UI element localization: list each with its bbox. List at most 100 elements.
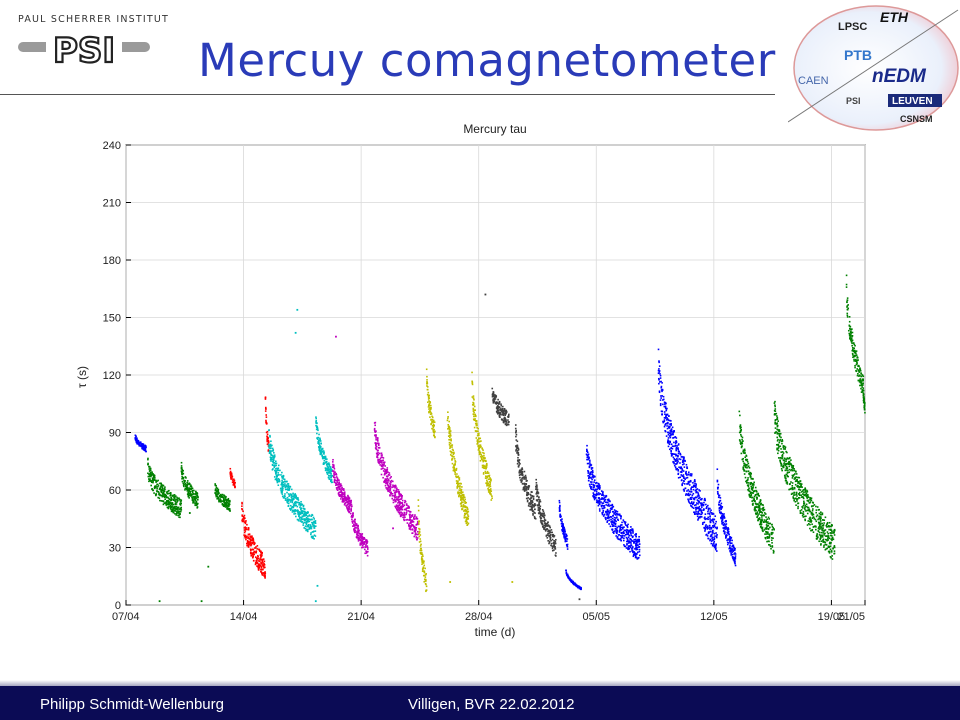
data-point — [452, 451, 455, 454]
data-point — [465, 501, 468, 504]
data-point — [188, 497, 190, 499]
data-point — [381, 463, 384, 466]
data-point — [698, 497, 700, 500]
data-point — [598, 510, 601, 512]
data-point — [704, 498, 706, 501]
data-point — [355, 527, 358, 529]
data-point — [421, 563, 423, 566]
data-point — [712, 513, 715, 515]
data-point — [402, 505, 405, 508]
data-point — [243, 529, 246, 531]
data-point — [504, 423, 507, 425]
data-point — [256, 548, 259, 550]
data-point — [342, 500, 344, 503]
data-point — [187, 483, 189, 485]
data-point — [384, 470, 387, 473]
data-point — [592, 495, 595, 498]
data-point — [712, 524, 714, 527]
data-point — [500, 409, 502, 412]
data-point — [664, 424, 666, 426]
data-point — [632, 551, 634, 554]
data-point — [638, 535, 640, 538]
data-point — [489, 477, 491, 479]
data-point — [538, 508, 541, 511]
data-point — [412, 524, 414, 527]
data-point — [479, 437, 482, 440]
data-point — [429, 407, 431, 409]
data-point — [399, 508, 402, 511]
data-point — [375, 445, 378, 448]
data-point — [228, 504, 230, 507]
data-point — [268, 445, 270, 448]
data-point — [554, 547, 556, 549]
data-point — [142, 443, 145, 446]
data-point — [676, 445, 678, 447]
data-point — [265, 431, 268, 434]
data-point — [685, 477, 688, 479]
data-point — [696, 515, 699, 518]
data-point — [667, 433, 670, 436]
data-point — [700, 510, 703, 513]
data-point — [338, 479, 340, 481]
data-point — [619, 534, 622, 537]
data-point — [496, 401, 498, 404]
data-point — [189, 487, 191, 490]
data-point — [175, 503, 178, 505]
data-point — [587, 453, 590, 456]
data-point — [635, 535, 637, 538]
data-point — [434, 435, 436, 438]
data-point — [631, 547, 634, 549]
data-point — [401, 505, 403, 507]
data-point — [326, 458, 328, 460]
data-point — [281, 493, 284, 495]
data-point — [601, 494, 603, 496]
data-point — [686, 474, 688, 476]
data-point — [397, 489, 400, 491]
data-point — [281, 486, 284, 488]
data-point — [142, 446, 145, 449]
data-point — [614, 519, 616, 521]
data-point — [306, 511, 309, 514]
data-point — [331, 466, 334, 468]
data-point — [193, 489, 195, 492]
data-point — [409, 511, 411, 513]
data-point — [274, 478, 277, 481]
data-point — [505, 424, 508, 427]
data-point — [141, 447, 143, 449]
data-point — [481, 448, 484, 450]
data-point — [348, 505, 350, 507]
data-point — [591, 469, 594, 472]
data-point — [396, 509, 399, 512]
data-point — [425, 590, 427, 593]
data-point — [592, 484, 595, 487]
data-point — [484, 470, 487, 473]
data-point — [191, 492, 194, 494]
data-point — [351, 520, 353, 523]
data-point — [539, 514, 542, 516]
data-point — [315, 416, 317, 418]
data-point — [247, 546, 250, 548]
data-point — [498, 412, 500, 415]
data-point — [504, 417, 506, 419]
data-point — [331, 481, 334, 483]
data-point — [222, 500, 225, 502]
data-point — [456, 486, 459, 489]
data-point — [261, 562, 263, 565]
data-point — [382, 457, 385, 459]
data-point — [616, 529, 618, 532]
data-point — [689, 479, 692, 482]
data-point — [181, 473, 184, 476]
data-point — [354, 529, 357, 532]
data-point — [352, 513, 354, 516]
data-point — [450, 439, 452, 442]
data-point — [517, 447, 520, 450]
data-point — [571, 581, 574, 583]
data-point — [175, 508, 177, 511]
data-point — [713, 545, 715, 548]
data-point — [249, 548, 252, 551]
data-point — [367, 550, 369, 553]
data-point — [362, 543, 364, 546]
data-point — [696, 502, 698, 504]
data-point — [433, 432, 436, 434]
data-point — [527, 497, 530, 499]
